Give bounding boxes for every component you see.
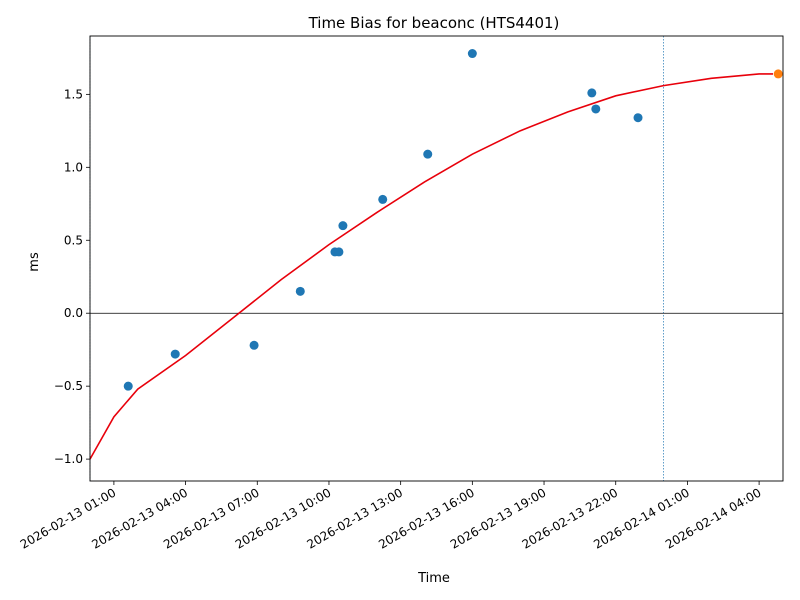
data-point	[467, 49, 477, 59]
fit-curve	[89, 73, 774, 460]
data-point	[338, 221, 348, 231]
data-point	[123, 381, 133, 391]
y-tick-label: 0.0	[64, 306, 83, 320]
data-point	[587, 88, 597, 98]
data-point	[170, 349, 180, 359]
data-point	[591, 104, 601, 114]
y-tick-label: 0.5	[64, 233, 83, 247]
data-point	[295, 286, 305, 296]
data-point	[378, 194, 388, 204]
chart-title: Time Bias for beaconc (HTS4401)	[308, 14, 560, 32]
y-tick-label: 1.0	[64, 160, 83, 174]
y-tick-label: 1.5	[64, 87, 83, 101]
y-tick-label: −1.0	[54, 452, 83, 466]
data-point	[423, 149, 433, 159]
x-axis-label: Time	[417, 571, 450, 586]
y-axis-label: ms	[27, 252, 42, 272]
highlight-point	[773, 69, 783, 79]
data-point	[334, 247, 344, 257]
data-point	[249, 340, 259, 350]
y-tick-label: −0.5	[54, 379, 83, 393]
plot-frame	[89, 35, 784, 482]
data-point	[633, 113, 643, 123]
